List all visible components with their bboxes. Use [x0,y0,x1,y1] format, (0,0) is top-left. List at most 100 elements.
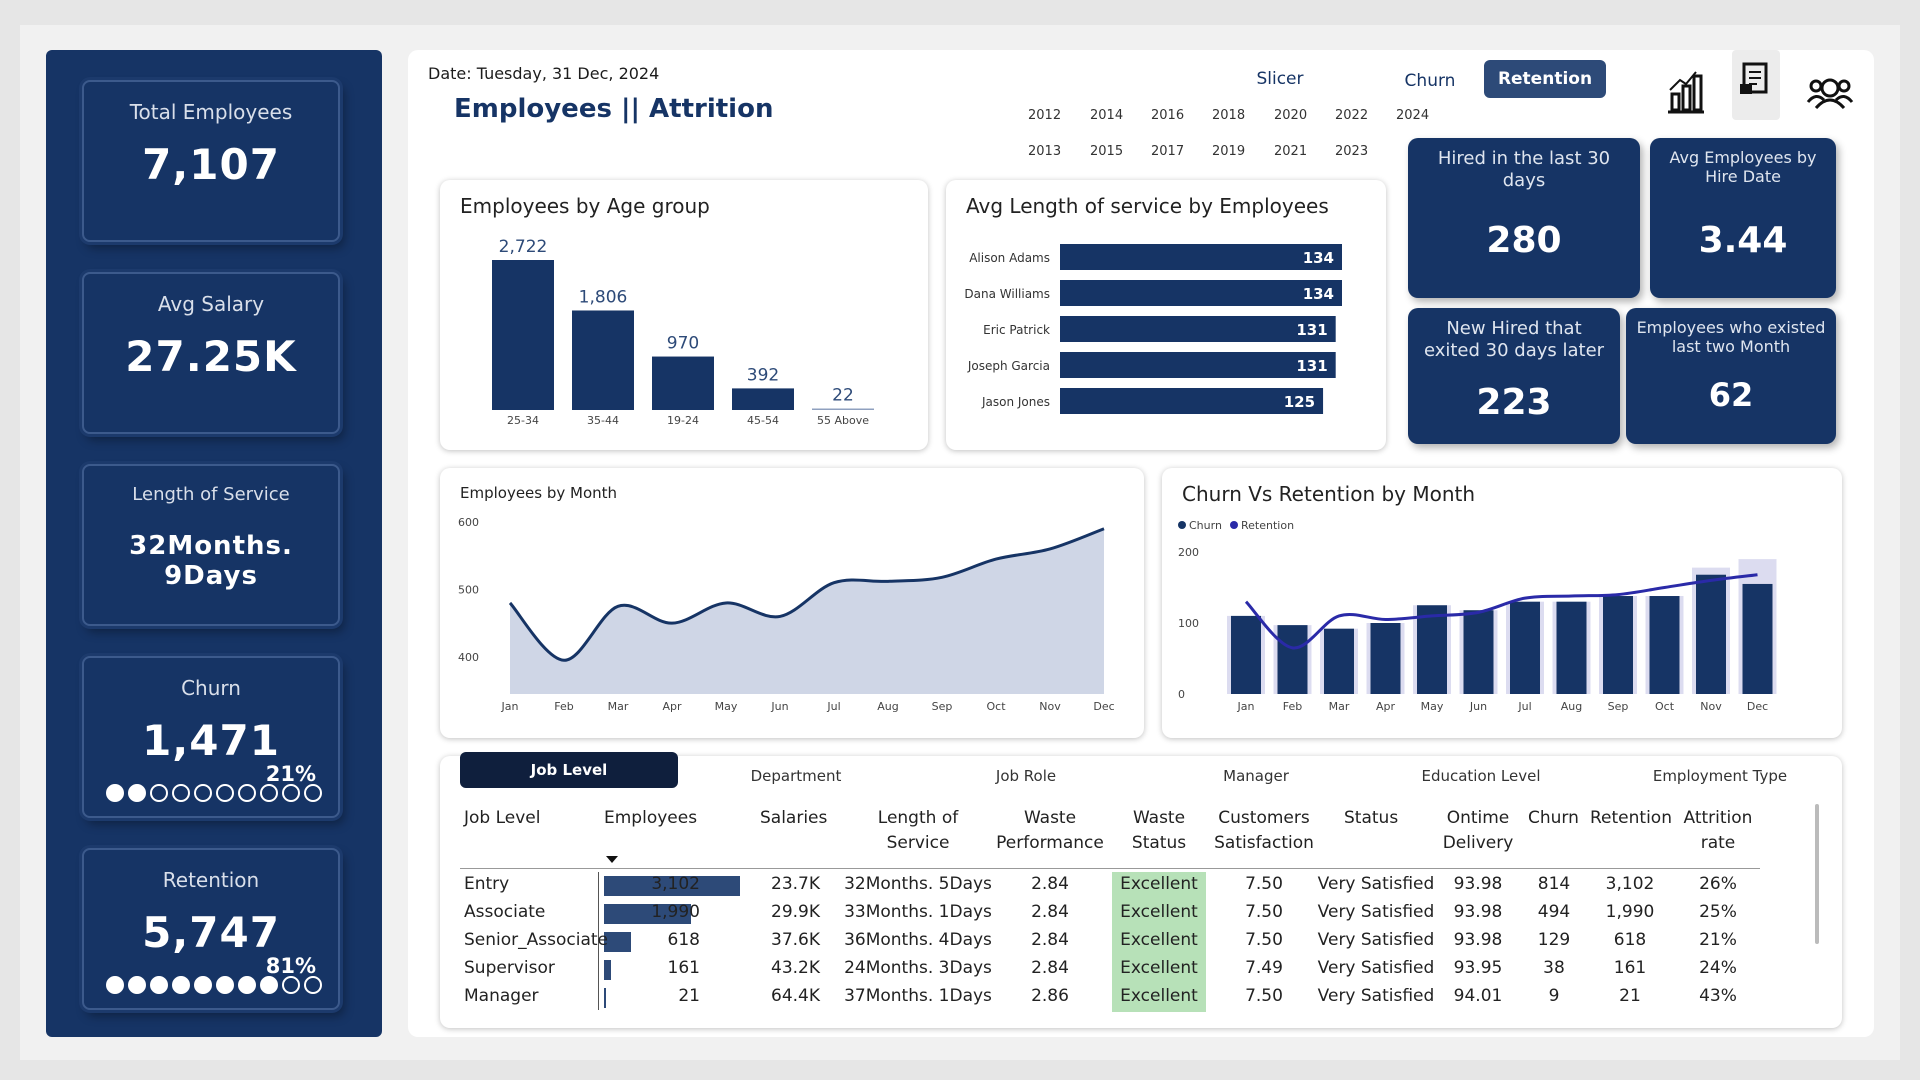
tab-employment-type[interactable]: Employment Type [1652,767,1788,784]
employees-month-chart: 400 500 600 Jan Feb Mar Apr May Jun Jul Aug Sep Oct N… [458,516,1115,713]
col-ontime-delivery[interactable]: Ontime Delivery [1442,808,1514,853]
age-data-label: 392 [747,365,779,385]
tab-job-level[interactable]: Job Level [460,752,678,788]
hired-30-days-card: Hired in the last 30 days 280 [1408,138,1640,298]
year-2015[interactable]: 2015 [1090,144,1124,159]
year-2021[interactable]: 2021 [1274,144,1308,159]
report-icon[interactable] [1732,58,1780,106]
rating-dot [282,784,300,802]
year-2016[interactable]: 2016 [1151,108,1185,123]
service-tick-label: Joseph Garcia [967,359,1050,373]
table-cell-sal: 43.2K [771,958,820,978]
bar-chart-icon[interactable] [1662,68,1710,116]
waste-status-cell [1112,872,1206,900]
table-cell-ar: 24% [1699,958,1737,978]
legend-retention-label: Retention [1241,519,1294,532]
service-card: Avg Length of service by Employees 134 Al… [946,180,1386,450]
service-data-label: 131 [1296,321,1327,339]
table-cell-wp: 2.84 [1031,874,1069,894]
cr-x-tick: Feb [1283,700,1302,713]
col-salaries[interactable]: Salaries [760,808,828,828]
rating-dot [172,784,190,802]
kpi-percent: 81% [265,954,316,978]
table-cell-re: 618 [1613,930,1647,950]
tab-department[interactable]: Department [750,767,842,784]
kpi-avg-salary: Avg Salary 27.25K [82,272,340,434]
month-x-tick: Jan [501,700,519,713]
employees-bar [604,904,692,924]
retention-line [1244,573,1758,650]
year-2022[interactable]: 2022 [1335,108,1369,123]
rating-dot [194,784,212,802]
table-cell-ch: 9 [1548,986,1560,1006]
month-line [508,527,1105,662]
age-bar [812,408,874,410]
card-title: Employees by Month [460,484,618,502]
col-waste-status[interactable]: Waste Status [1131,808,1187,853]
card-title: Churn Vs Retention by Month [1182,482,1476,506]
year-2024[interactable]: 2024 [1396,108,1430,123]
employees-bar [604,988,606,1008]
table-cell-od: 93.98 [1453,930,1503,950]
service-bar [1060,244,1342,270]
table-cell-cs: 7.50 [1245,930,1283,950]
table-cell-st: Very Satisfied [1317,902,1435,922]
employees-bar [604,932,632,952]
year-2019[interactable]: 2019 [1212,144,1246,159]
churn-bar [1603,596,1633,694]
month-x-tick: Jun [770,700,788,713]
tab-job-role[interactable]: Job Role [995,767,1057,784]
age-tick-label: 45-54 [747,414,779,427]
rating-dot [304,784,322,802]
table-cell-ch: 494 [1537,902,1571,922]
year-2023[interactable]: 2023 [1335,144,1369,159]
col-retention[interactable]: Retention [1590,808,1672,828]
table-cell-level: Senior_Associate [464,930,608,950]
kpi-label: Total Employees [129,100,293,124]
rating-dot [304,976,322,994]
table-cell-los: 36Months. 4Days [844,930,992,950]
tab-manager[interactable]: Manager [1223,767,1289,784]
col-customers-satisfaction[interactable]: Customers Satisfaction [1214,808,1314,853]
year-2012[interactable]: 2012 [1028,108,1062,123]
tab-churn[interactable]: Churn [1404,71,1456,88]
kpi-label: Retention [162,868,260,892]
kpi-value: 32Months. 9Days [129,531,293,591]
table-cell-wp: 2.84 [1031,902,1069,922]
year-2020[interactable]: 2020 [1274,108,1308,123]
col-length-of-service[interactable]: Length of Service [877,808,959,853]
cr-y-tick: 100 [1178,617,1199,630]
sort-desc-icon[interactable] [606,856,618,863]
team-icon[interactable] [1806,68,1854,116]
rating-dot [260,784,278,802]
service-bar [1060,280,1342,306]
kpi-value: 5,747 [142,908,280,957]
table-cell-st: Very Satisfied [1317,874,1435,894]
year-2013[interactable]: 2013 [1028,144,1062,159]
card-label: Hired in the last 30 days [1437,148,1611,191]
table-cell-sal: 64.4K [771,986,820,1006]
table-cell-od: 93.95 [1453,958,1503,978]
col-status[interactable]: Status [1344,808,1399,828]
table-cell-level: Entry [464,874,510,894]
col-churn[interactable]: Churn [1528,808,1579,828]
year-2018[interactable]: 2018 [1212,108,1246,123]
table-cell-ch: 814 [1537,874,1571,894]
rating-dot [172,976,190,994]
churn-retention-card: Churn Vs Retention by Month 0 100 200 Churn… [1162,468,1842,738]
tab-education-level[interactable]: Education Level [1421,767,1541,784]
year-2017[interactable]: 2017 [1151,144,1185,159]
month-y-tick: 400 [458,651,479,664]
year-2014[interactable]: 2014 [1090,108,1124,123]
col-job-level[interactable]: Job Level [464,808,541,828]
col-attrition-rate[interactable]: Attrition rate [1683,808,1753,853]
tab-retention[interactable]: Retention [1484,60,1606,98]
table-scrollbar[interactable] [1815,804,1819,944]
col-waste-performance[interactable]: Waste Performance [996,808,1104,853]
churn-dot-rating [106,784,322,802]
waste-status-cell [1112,900,1206,928]
kpi-value: 27.25K [125,332,297,381]
col-employees[interactable]: Employees [604,808,698,828]
tab-slicer[interactable]: Slicer [1256,69,1304,89]
legend-retention-marker [1230,521,1238,529]
